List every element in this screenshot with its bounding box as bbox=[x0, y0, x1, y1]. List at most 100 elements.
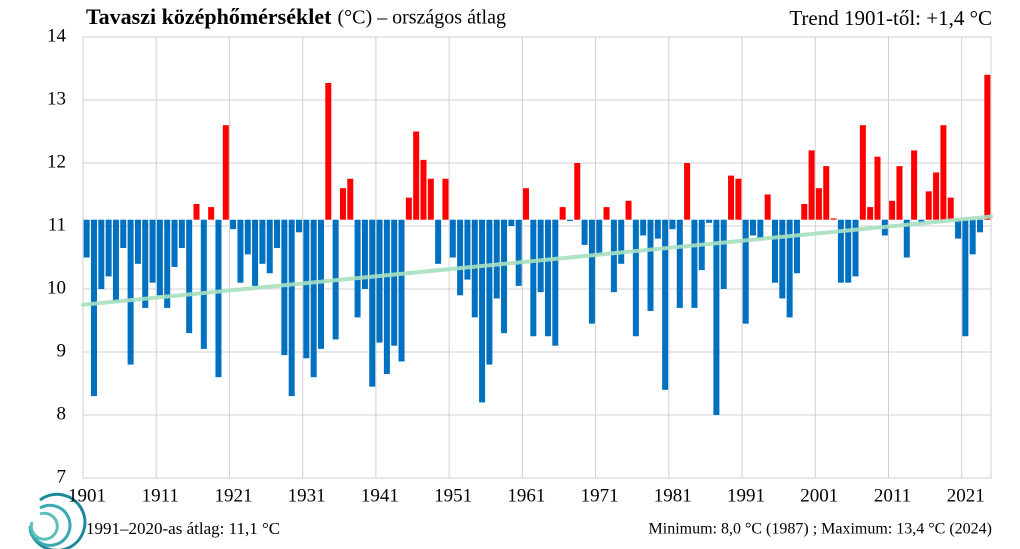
bar bbox=[457, 219, 464, 296]
bar bbox=[383, 219, 390, 375]
x-tick-label: 1941 bbox=[361, 485, 399, 506]
bar bbox=[369, 219, 376, 387]
bar bbox=[955, 219, 962, 239]
bar bbox=[933, 172, 940, 220]
bar bbox=[288, 219, 295, 397]
bar bbox=[464, 219, 471, 280]
chart-title: Tavaszi középhőmérséklet bbox=[86, 4, 332, 29]
footnote: Minimum: 8,0 °C (1987) ; Maximum: 13,4 °… bbox=[649, 521, 992, 538]
bar bbox=[676, 219, 683, 308]
bar bbox=[786, 219, 793, 318]
bar bbox=[742, 219, 749, 324]
x-tick-label: 1961 bbox=[507, 485, 545, 506]
bar bbox=[200, 219, 207, 349]
x-tick-label: 2021 bbox=[947, 485, 985, 506]
bar bbox=[837, 219, 844, 283]
bar bbox=[339, 188, 346, 220]
bar bbox=[310, 219, 317, 378]
bar bbox=[413, 131, 420, 220]
bar bbox=[662, 219, 669, 390]
bar bbox=[83, 219, 90, 258]
bar bbox=[750, 219, 757, 236]
bar bbox=[134, 219, 141, 264]
y-tick-label: 7 bbox=[57, 466, 67, 487]
bar bbox=[581, 219, 588, 245]
bar bbox=[303, 219, 310, 359]
bar bbox=[947, 197, 954, 220]
y-tick-label: 14 bbox=[47, 25, 67, 46]
bar bbox=[823, 166, 830, 220]
bar bbox=[618, 219, 625, 264]
bar bbox=[603, 207, 610, 220]
bar bbox=[867, 207, 874, 220]
x-tick-label: 1951 bbox=[434, 485, 472, 506]
bar bbox=[830, 218, 837, 220]
bar bbox=[149, 219, 156, 283]
bar bbox=[486, 219, 493, 365]
bar bbox=[427, 178, 434, 220]
bar bbox=[501, 219, 508, 334]
bar bbox=[764, 194, 771, 220]
plot-frame bbox=[82, 36, 992, 479]
bar bbox=[274, 219, 281, 249]
bar bbox=[757, 219, 764, 239]
bar bbox=[164, 219, 171, 308]
bar bbox=[435, 219, 442, 264]
bar bbox=[237, 219, 244, 283]
bar bbox=[918, 219, 925, 223]
x-tick-label: 1971 bbox=[581, 485, 619, 506]
bar bbox=[479, 219, 486, 403]
bar bbox=[361, 219, 368, 289]
bar bbox=[969, 219, 976, 255]
bar bbox=[120, 219, 127, 249]
bar bbox=[156, 219, 163, 296]
y-tick-label: 11 bbox=[48, 214, 66, 235]
x-tick-label: 1901 bbox=[68, 485, 106, 506]
bar bbox=[728, 175, 735, 220]
bar bbox=[588, 219, 595, 324]
bar bbox=[713, 219, 720, 415]
bar bbox=[215, 219, 222, 378]
y-tick-label: 10 bbox=[47, 277, 66, 298]
bar bbox=[266, 219, 273, 274]
bar bbox=[706, 219, 713, 223]
y-tick-label: 8 bbox=[57, 403, 67, 424]
bar bbox=[779, 219, 786, 299]
bar bbox=[171, 219, 178, 267]
bar bbox=[530, 219, 537, 337]
bar bbox=[654, 219, 661, 239]
bar bbox=[815, 188, 822, 220]
x-tick-label: 2011 bbox=[874, 485, 911, 506]
bar bbox=[911, 150, 918, 220]
bar bbox=[684, 163, 691, 220]
bar bbox=[186, 219, 193, 334]
bar bbox=[669, 219, 676, 230]
bar bbox=[735, 178, 742, 220]
bar bbox=[596, 219, 603, 255]
bar bbox=[222, 125, 229, 220]
bar bbox=[859, 125, 866, 220]
bar bbox=[244, 219, 251, 255]
bar bbox=[98, 219, 105, 289]
bar bbox=[610, 219, 617, 293]
bar bbox=[105, 219, 112, 277]
bar bbox=[281, 219, 288, 356]
bar bbox=[771, 219, 778, 283]
bar bbox=[874, 156, 881, 220]
bar bbox=[112, 219, 119, 302]
bar bbox=[347, 178, 354, 220]
bar bbox=[493, 219, 500, 299]
bar bbox=[376, 219, 383, 343]
bar bbox=[142, 219, 149, 308]
x-tick-label: 1981 bbox=[654, 485, 692, 506]
bar bbox=[127, 219, 134, 365]
y-tick-label: 13 bbox=[47, 88, 66, 109]
bar bbox=[178, 219, 185, 249]
bar bbox=[977, 219, 984, 233]
logo bbox=[28, 492, 87, 549]
bar bbox=[559, 207, 566, 220]
bar bbox=[801, 203, 808, 220]
bar bbox=[808, 150, 815, 220]
x-tick-label: 1921 bbox=[214, 485, 252, 506]
bar bbox=[647, 219, 654, 312]
